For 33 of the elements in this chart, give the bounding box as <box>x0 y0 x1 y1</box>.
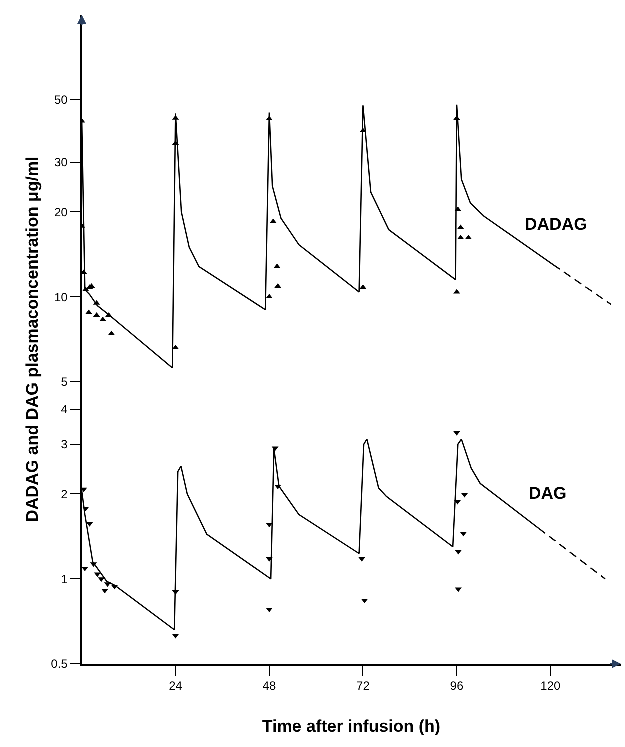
point <box>266 294 273 299</box>
y-tick-label: 10 <box>54 290 68 304</box>
point <box>454 289 460 294</box>
point <box>266 608 273 613</box>
y-tick-label: 0.5 <box>51 657 68 672</box>
y-tick-label: 50 <box>54 93 68 108</box>
point <box>454 116 460 120</box>
y-tick-label: 2 <box>61 487 68 502</box>
x-tick-label: 120 <box>540 679 562 694</box>
x-tick-label: 24 <box>169 679 183 694</box>
x-tick-label: 48 <box>262 679 276 694</box>
point <box>455 588 462 592</box>
y-tick-label: 5 <box>61 375 68 390</box>
point <box>82 567 89 572</box>
y-axis-title: DADAG and DAG plasmaconcentration μg/ml <box>23 156 42 522</box>
point <box>86 310 92 314</box>
y-tick-label: 30 <box>54 156 68 170</box>
y-tick-label: 3 <box>61 438 68 452</box>
point <box>102 589 108 594</box>
y-tick-label: 1 <box>61 572 68 586</box>
point <box>266 116 273 120</box>
point <box>266 557 273 562</box>
point <box>455 550 462 555</box>
x-tick-label: 72 <box>356 679 370 694</box>
y-tick-label: 4 <box>61 402 68 416</box>
point <box>454 431 460 436</box>
series-label: DAG <box>529 484 567 503</box>
y-tick-label: 20 <box>54 205 68 220</box>
x-tick-label: 96 <box>450 679 464 694</box>
point <box>98 578 105 582</box>
series-label: DADAG <box>525 215 588 234</box>
x-axis-title: Time after infusion (h) <box>262 717 441 736</box>
point <box>266 523 273 528</box>
